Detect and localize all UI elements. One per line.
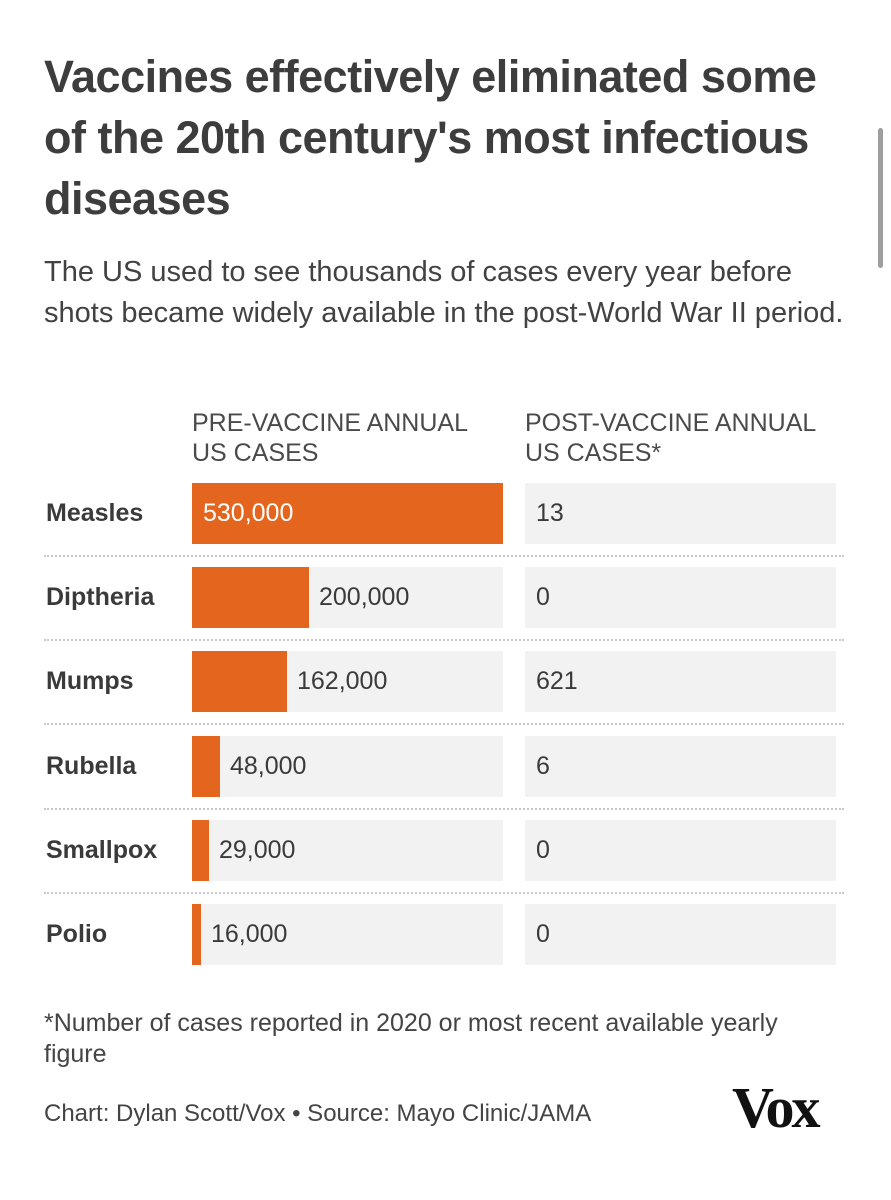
- post-bar-track: [525, 651, 836, 712]
- post-vaccine-value: 621: [536, 667, 578, 695]
- post-bar-track: [525, 567, 836, 628]
- pre-vaccine-value: 48,000: [230, 752, 307, 780]
- pre-vaccine-bar: [192, 820, 209, 881]
- post-bar-track: [525, 736, 836, 797]
- pre-vaccine-header: PRE-VACCINE ANNUAL US CASES: [192, 409, 468, 467]
- pre-vaccine-bar: [192, 483, 503, 544]
- pre-vaccine-value: 200,000: [319, 583, 410, 611]
- post-bar-track: [525, 483, 836, 544]
- pre-vaccine-bar: [192, 904, 201, 965]
- row-label: Measles: [46, 499, 144, 527]
- pre-bar-track: [192, 736, 503, 797]
- table-row: Rubella 48,000 6: [0, 736, 891, 797]
- table-row: Mumps 162,000 621: [0, 651, 891, 712]
- pre-vaccine-bar: [192, 736, 220, 797]
- row-label: Diptheria: [46, 583, 155, 611]
- pre-vaccine-bar: [192, 567, 309, 628]
- chart-credit: Chart: Dylan Scott/Vox • Source: Mayo Cl…: [44, 1100, 592, 1127]
- post-vaccine-value: 0: [536, 836, 550, 864]
- chart-subtitle: The US used to see thousands of cases ev…: [44, 256, 844, 329]
- pre-vaccine-value: 29,000: [219, 836, 296, 864]
- post-vaccine-header: POST-VACCINE ANNUAL US CASES*: [525, 409, 816, 467]
- row-label: Mumps: [46, 667, 134, 695]
- post-vaccine-value: 0: [536, 920, 550, 948]
- row-label: Rubella: [46, 752, 137, 780]
- row-label: Smallpox: [46, 836, 158, 864]
- post-bar-track: [525, 904, 836, 965]
- row-divider: [44, 555, 844, 557]
- row-divider: [44, 723, 844, 725]
- post-vaccine-value: 0: [536, 583, 550, 611]
- footnote: *Number of cases reported in 2020 or mos…: [44, 1009, 778, 1068]
- row-divider: [44, 639, 844, 641]
- row-divider: [44, 808, 844, 810]
- table-row: Measles 530,000 13: [0, 483, 891, 544]
- pre-vaccine-bar: [192, 651, 287, 712]
- pre-vaccine-value: 530,000: [203, 499, 294, 527]
- vox-logo: Vox: [732, 1075, 821, 1140]
- table-row: Smallpox 29,000 0: [0, 820, 891, 881]
- table-row: Polio 16,000 0: [0, 904, 891, 965]
- pre-vaccine-value: 162,000: [297, 667, 388, 695]
- pre-bar-track: [192, 904, 503, 965]
- post-vaccine-value: 13: [536, 499, 564, 527]
- pre-bar-track: [192, 820, 503, 881]
- post-vaccine-value: 6: [536, 752, 550, 780]
- table-row: Diptheria 200,000 0: [0, 567, 891, 628]
- row-label: Polio: [46, 920, 108, 948]
- scrollbar[interactable]: [878, 128, 883, 268]
- pre-vaccine-value: 16,000: [211, 920, 288, 948]
- row-divider: [44, 892, 844, 894]
- chart-title: Vaccines effectively eliminated some of …: [44, 51, 817, 224]
- post-bar-track: [525, 820, 836, 881]
